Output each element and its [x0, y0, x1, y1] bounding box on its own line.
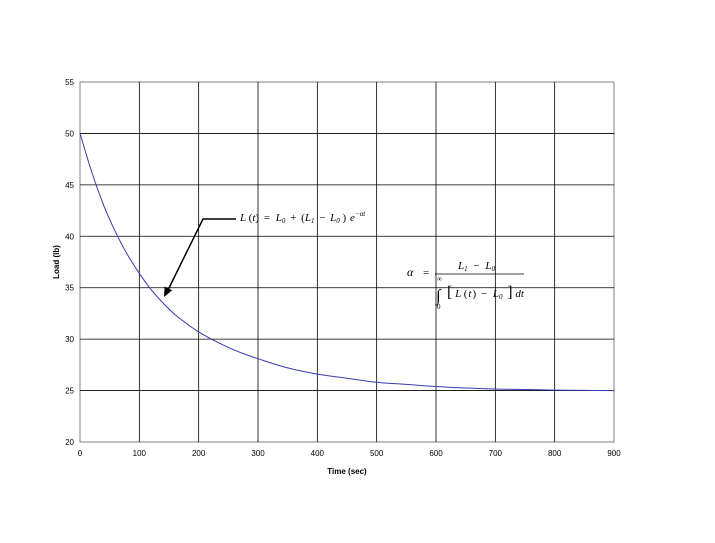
x-tick-label: 100	[133, 449, 147, 458]
y-tick-label: 45	[65, 181, 74, 190]
y-tick-label: 55	[65, 78, 74, 87]
series-line	[79, 133, 615, 392]
x-tick-label: 600	[429, 449, 443, 458]
y-tick-label: 50	[65, 129, 74, 138]
svg-text:L (t) = L0: L (t) = L0 + (L1 − L0 ) e−αt	[239, 210, 366, 226]
svg-text:∞: ∞	[437, 275, 442, 283]
y-tick-label: 30	[65, 335, 74, 344]
x-tick-label: 200	[192, 449, 206, 458]
x-tick-label: 300	[251, 449, 265, 458]
y-tick-label: 35	[65, 284, 74, 293]
y-tick-label: 20	[65, 438, 74, 447]
plot-area	[79, 81, 615, 443]
svg-text:[ L (t) −: [ L (t) − L0 ] dt	[447, 284, 525, 302]
svg-text:α: α	[407, 265, 414, 279]
svg-text:∫: ∫	[435, 286, 442, 306]
callout-arrow	[164, 218, 236, 297]
x-tick-label: 400	[311, 449, 325, 458]
y-tick-label: 25	[65, 387, 74, 396]
equation-2: α = L1 − L0 ∞ ∫ 0 [ L (t) − L0 ] dt	[407, 260, 525, 311]
svg-text:=: =	[423, 267, 429, 279]
y-tick-label: 40	[65, 232, 74, 241]
x-tick-label: 800	[548, 449, 562, 458]
x-tick-label: 0	[78, 449, 83, 458]
x-tick-label: 700	[489, 449, 503, 458]
x-axis-title: Time (sec)	[327, 467, 367, 476]
svg-text:0: 0	[437, 303, 441, 311]
y-axis-title: Load (lb)	[52, 245, 61, 279]
x-tick-label: 900	[607, 449, 621, 458]
svg-text:L1 − L0: L1 − L0	[457, 260, 495, 274]
x-tick-label: 500	[370, 449, 384, 458]
tick-labels: 0 100 200 300 400 500 600 700 800 900202530354045…	[65, 78, 621, 458]
equation-1: L (t) = L0 + (L1 − L0 ) e−αt	[239, 210, 366, 226]
